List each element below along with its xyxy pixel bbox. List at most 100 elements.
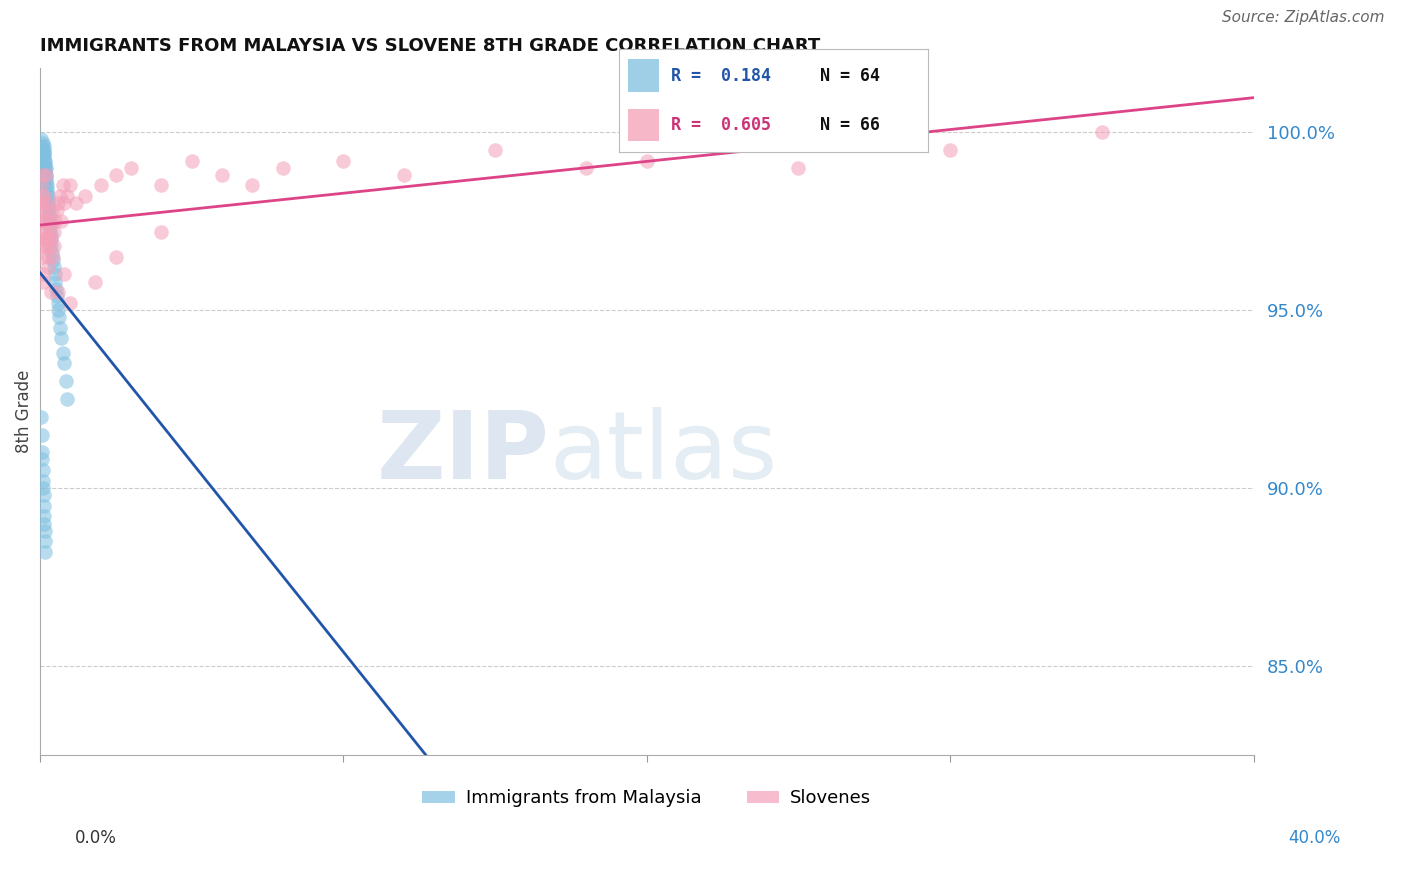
Point xyxy=(939,143,962,157)
Point xyxy=(104,250,127,264)
Point xyxy=(34,153,56,168)
Point xyxy=(34,161,56,175)
Point xyxy=(65,196,87,211)
Point xyxy=(44,214,66,228)
Point xyxy=(45,203,67,218)
Text: atlas: atlas xyxy=(550,407,778,499)
Point xyxy=(31,250,53,264)
Point xyxy=(32,168,55,182)
Point xyxy=(41,253,63,268)
Text: Source: ZipAtlas.com: Source: ZipAtlas.com xyxy=(1222,11,1385,25)
Point xyxy=(31,268,53,282)
Point xyxy=(39,214,62,228)
Point xyxy=(34,146,56,161)
Point xyxy=(53,356,76,370)
Point xyxy=(38,239,60,253)
Point xyxy=(46,296,69,310)
Point xyxy=(32,150,55,164)
Point xyxy=(59,296,82,310)
Point xyxy=(45,289,67,303)
Point xyxy=(38,203,60,218)
Point xyxy=(787,161,810,175)
Point xyxy=(42,260,65,275)
Point xyxy=(31,463,53,477)
Text: 40.0%: 40.0% xyxy=(1288,829,1341,847)
Point xyxy=(48,320,70,334)
Point xyxy=(35,168,58,182)
Point xyxy=(37,189,59,203)
Point xyxy=(37,250,59,264)
Point xyxy=(240,178,263,193)
Point xyxy=(35,232,58,246)
Point xyxy=(32,275,55,289)
Point xyxy=(34,157,56,171)
Point xyxy=(34,214,56,228)
Point xyxy=(38,214,60,228)
Text: R =  0.605: R = 0.605 xyxy=(671,116,772,134)
Point xyxy=(83,275,105,289)
Point xyxy=(32,136,55,150)
Point xyxy=(34,164,56,178)
Text: IMMIGRANTS FROM MALAYSIA VS SLOVENE 8TH GRADE CORRELATION CHART: IMMIGRANTS FROM MALAYSIA VS SLOVENE 8TH … xyxy=(39,37,820,55)
Point xyxy=(46,196,69,211)
Point xyxy=(51,331,73,345)
Point xyxy=(37,239,59,253)
Point xyxy=(32,143,55,157)
Point xyxy=(46,285,69,300)
Point xyxy=(39,285,62,300)
Point xyxy=(30,409,52,424)
Point xyxy=(35,175,58,189)
Point xyxy=(35,161,58,175)
Point xyxy=(31,189,53,203)
Point xyxy=(32,146,55,161)
Point xyxy=(180,153,202,168)
Point xyxy=(32,143,55,157)
Point xyxy=(150,225,173,239)
Y-axis label: 8th Grade: 8th Grade xyxy=(15,370,32,453)
Point xyxy=(392,168,415,182)
Text: N = 64: N = 64 xyxy=(820,67,880,85)
Point xyxy=(75,189,97,203)
Point xyxy=(35,182,58,196)
Point xyxy=(31,427,53,442)
Point xyxy=(37,232,59,246)
Point xyxy=(484,143,506,157)
Point xyxy=(34,239,56,253)
Point xyxy=(53,268,76,282)
Point xyxy=(44,268,66,282)
Point xyxy=(35,171,58,186)
Point xyxy=(48,310,70,325)
Point xyxy=(52,345,75,359)
Point xyxy=(48,189,70,203)
Point xyxy=(37,186,59,200)
Point xyxy=(30,178,52,193)
Point xyxy=(41,250,63,264)
Point xyxy=(1091,125,1114,139)
Point xyxy=(32,225,55,239)
Point xyxy=(41,246,63,260)
Point xyxy=(39,221,62,235)
Point xyxy=(38,218,60,232)
Point xyxy=(636,153,658,168)
Point xyxy=(37,196,59,211)
Point xyxy=(34,534,56,549)
Point xyxy=(211,168,233,182)
Point xyxy=(35,225,58,239)
Point xyxy=(53,196,76,211)
Point xyxy=(44,275,66,289)
Point xyxy=(41,232,63,246)
Text: 0.0%: 0.0% xyxy=(75,829,117,847)
Point xyxy=(32,214,55,228)
Point xyxy=(34,516,56,531)
Point xyxy=(42,239,65,253)
Point xyxy=(46,303,69,318)
Point xyxy=(32,474,55,488)
Point xyxy=(35,178,58,193)
Point xyxy=(34,189,56,203)
Point xyxy=(34,524,56,538)
Point xyxy=(41,203,63,218)
Point xyxy=(34,545,56,559)
Text: N = 66: N = 66 xyxy=(820,116,880,134)
Point xyxy=(30,132,52,146)
Point xyxy=(51,214,73,228)
